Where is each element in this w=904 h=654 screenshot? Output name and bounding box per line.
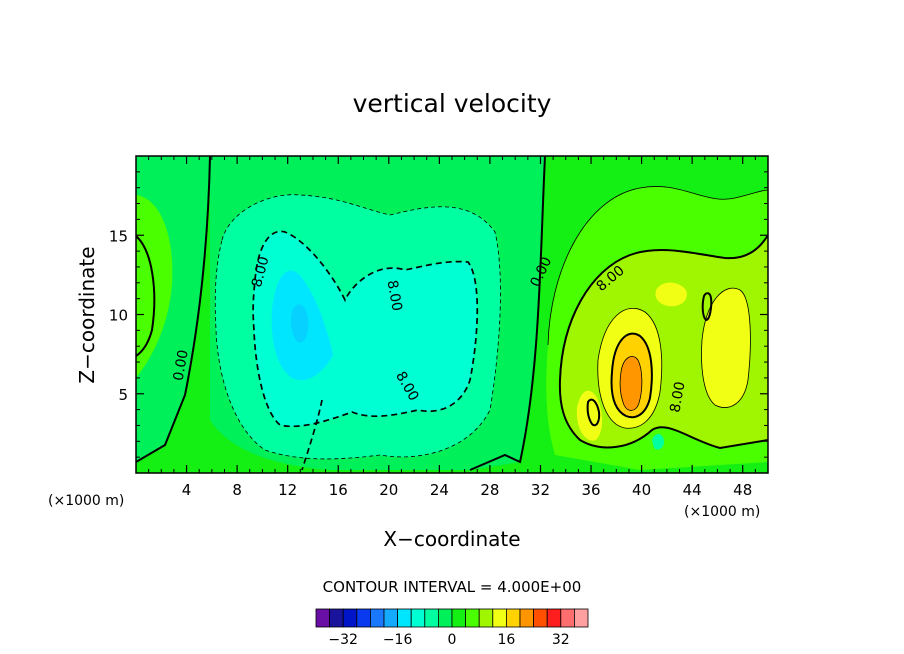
x-tick-label: 4 (182, 481, 192, 499)
x-tick-label: 28 (480, 481, 499, 499)
contour-label-text: 8.00 (667, 380, 688, 413)
small-cell-contour (701, 292, 713, 322)
contour-label: 8.00 (667, 380, 688, 413)
colorbar-swatch (505, 608, 521, 628)
x-tick-label: 48 (733, 481, 752, 499)
x-axis-label: X−coordinate (383, 527, 520, 551)
colorbar-swatch (369, 608, 385, 628)
colorbar-tick-label: 0 (448, 632, 457, 648)
colorbar-swatch (397, 608, 412, 628)
colorbar-swatch (451, 608, 467, 628)
colorbar-swatch (492, 608, 507, 628)
colorbar-swatch (546, 608, 562, 628)
y-axis-label: Z−coordinate (75, 246, 99, 383)
colorbar (315, 608, 589, 628)
colorbar-swatch (533, 608, 548, 628)
x-tick-label: 16 (329, 481, 348, 499)
contour-interval-text: CONTOUR INTERVAL = 4.000E+00 (323, 578, 582, 596)
x-tick-label: 20 (379, 481, 398, 499)
contour-label-text: 8.00 (249, 255, 273, 289)
colorbar-swatch (329, 608, 344, 628)
plot-area (136, 156, 768, 473)
x-tick-label: 40 (632, 481, 651, 499)
colorbar-tick-label: −16 (383, 632, 413, 648)
x-tick-label: 8 (232, 481, 242, 499)
colorbar-swatch (478, 608, 494, 628)
pos8-contour-lower (558, 379, 768, 450)
x-axis: 4 8 12 16 20 24 28 32 36 40 44 48 (148, 156, 756, 499)
pos20-contour (619, 356, 643, 411)
pos12-contour-east (701, 287, 751, 408)
right-level-12-north (655, 282, 687, 307)
colorbar-swatch (574, 608, 589, 628)
pos16-contour-west (586, 398, 601, 427)
colorbar-swatch (410, 608, 426, 628)
contour-label-text: 8.00 (384, 279, 405, 312)
colorbar-ticks: −32 −16 0 16 32 (328, 632, 569, 648)
zero-contour-left-edge (136, 235, 156, 357)
colorbar-tick-label: −32 (328, 632, 358, 648)
chart-title: vertical velocity (353, 89, 552, 118)
neg8-contour-tail (301, 399, 323, 471)
colorbar-swatch (383, 608, 399, 628)
pos12-contour-peak (597, 307, 663, 429)
colorbar-swatch (437, 608, 453, 628)
y-tick-label: 15 (109, 227, 128, 245)
central-level-neg16 (271, 270, 333, 381)
colorbar-swatch (424, 608, 439, 628)
colorbar-tick-label: 16 (497, 632, 515, 648)
central-level-neg20 (291, 304, 309, 343)
x-axis-unit-right: (×1000 m) (684, 504, 760, 520)
colorbar-tick-label: 32 (552, 632, 570, 648)
right-level-12-east (701, 288, 751, 408)
contour-label-text: 0.00 (171, 349, 192, 382)
colorbar-swatch (465, 608, 480, 628)
contour-lines (136, 156, 768, 471)
x-tick-label: 24 (430, 481, 449, 499)
colorbar-swatch (342, 608, 358, 628)
y-axis: 5 10 15 (109, 171, 768, 458)
contour-label: 8.00 (249, 255, 273, 289)
contour-label: 0.00 (171, 349, 192, 382)
right-level-20 (620, 356, 642, 411)
x-tick-label: 32 (531, 481, 550, 499)
right-small-negative-cell (652, 434, 665, 450)
zero-contour-left (136, 156, 211, 463)
pos8-contour (559, 234, 768, 381)
y-tick-label: 5 (118, 386, 128, 404)
contour-label: 8.00 (384, 279, 405, 312)
x-tick-label: 44 (683, 481, 702, 499)
neg8-contour (252, 230, 479, 428)
pos4-contour (547, 186, 768, 346)
pos16-contour (610, 332, 653, 419)
y-tick-label: 10 (109, 307, 128, 325)
colorbar-swatch (519, 608, 535, 628)
zero-contour-right (469, 156, 546, 471)
colorbar-swatch (560, 608, 575, 628)
x-axis-unit-left: (×1000 m) (48, 493, 124, 509)
colorbar-swatch (315, 608, 331, 628)
x-tick-label: 12 (278, 481, 297, 499)
x-tick-label: 36 (581, 481, 600, 499)
colorbar-swatch (356, 608, 371, 628)
